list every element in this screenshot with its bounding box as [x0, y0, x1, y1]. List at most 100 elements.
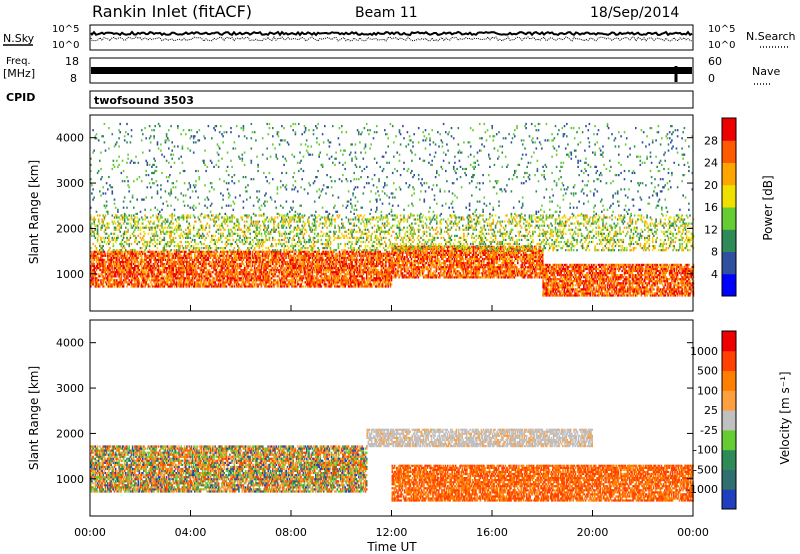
range-gate-cell: [352, 264, 354, 268]
range-gate-cell: [174, 273, 177, 276]
range-gate-cell: [182, 254, 185, 257]
range-gate-cell: [148, 258, 151, 261]
range-gate-cell: [113, 260, 116, 264]
range-gate-cell: [518, 255, 520, 259]
range-gate-cell: [209, 281, 212, 284]
range-gate-cell: [398, 245, 400, 248]
range-gate-cell: [225, 262, 228, 266]
range-gate-cell: [475, 257, 477, 261]
range-gate-cell: [503, 266, 505, 269]
range-gate-cell: [102, 271, 104, 274]
range-gate-cell: [114, 271, 117, 274]
range-gate-cell: [463, 268, 466, 271]
range-gate-cell: [428, 255, 431, 259]
range-gate-cell: [348, 277, 351, 280]
range-gate-cell: [335, 269, 337, 272]
range-gate-cell: [481, 249, 484, 252]
range-gate-cell: [307, 271, 309, 274]
range-gate-cell: [133, 256, 135, 259]
range-gate-cell: [394, 264, 397, 267]
range-gate-cell: [247, 262, 249, 266]
range-gate-cell: [391, 249, 394, 252]
range-gate-cell: [318, 262, 320, 266]
range-gate-cell: [227, 273, 230, 276]
range-gate-cell: [449, 268, 451, 271]
range-gate-cell: [114, 250, 117, 253]
range-gate-cell: [111, 258, 114, 261]
range-gate-cell: [377, 279, 379, 282]
range-gate-cell: [240, 279, 242, 282]
range-gate-cell: [419, 262, 422, 265]
range-gate-cell: [480, 264, 483, 267]
range-gate-cell: [474, 272, 476, 275]
range-gate-cell: [92, 254, 94, 257]
range-gate-cell: [284, 254, 287, 257]
range-gate-cell: [491, 272, 493, 275]
range-gate-cell: [328, 258, 331, 261]
range-gate-cell: [351, 254, 353, 257]
range-gate-cell: [284, 267, 287, 270]
range-gate-cell: [145, 281, 147, 284]
range-gate-cell: [359, 262, 361, 266]
range-gate-cell: [304, 275, 307, 278]
range-gate-cell: [455, 276, 458, 279]
range-gate-cell: [501, 255, 503, 259]
range-gate-cell: [203, 250, 205, 253]
range-gate-cell: [346, 273, 349, 276]
range-gate-cell: [180, 267, 182, 270]
range-gate-cell: [350, 267, 352, 270]
range-gate-cell: [102, 275, 104, 278]
range-gate-cell: [361, 260, 363, 264]
range-gate-cell: [276, 250, 279, 253]
range-gate-cell: [289, 262, 291, 266]
range-gate-cell: [230, 271, 232, 274]
range-gate-cell: [437, 276, 440, 279]
range-gate-cell: [424, 264, 426, 267]
range-gate-cell: [472, 262, 475, 265]
range-gate-cell: [279, 267, 282, 270]
range-gate-cell: [248, 279, 250, 282]
range-gate-cell: [134, 277, 136, 280]
range-gate-cell: [243, 256, 246, 259]
range-gate-cell: [333, 262, 335, 266]
range-gate-cell: [113, 283, 116, 286]
range-gate-cell: [310, 254, 313, 257]
range-gate-cell: [511, 260, 513, 263]
range-gate-cell: [360, 281, 362, 284]
range-gate-cell: [180, 256, 182, 259]
range-gate-cell: [332, 281, 334, 284]
range-gate-cell: [175, 285, 178, 288]
range-gate-cell: [493, 276, 495, 279]
range-gate-cell: [435, 260, 438, 263]
range-gate-cell: [307, 283, 309, 286]
range-gate-cell: [227, 262, 230, 266]
range-gate-cell: [459, 249, 461, 252]
range-gate-cell: [160, 250, 162, 253]
range-gate-cell: [493, 253, 495, 256]
range-gate-cell: [403, 266, 406, 269]
range-gate-cell: [501, 272, 503, 275]
range-gate-cell: [305, 267, 308, 270]
range-gate-cell: [406, 262, 408, 265]
range-gate-cell: [486, 255, 489, 259]
range-gate-cell: [452, 272, 455, 275]
range-gate-cell: [483, 251, 485, 254]
range-gate-cell: [345, 279, 348, 282]
range-gate-cell: [389, 275, 392, 278]
range-gate-cell: [111, 250, 114, 253]
range-gate-cell: [355, 267, 358, 270]
range-gate-cell: [173, 264, 176, 268]
range-gate-cell: [327, 275, 329, 278]
range-gate-cell: [163, 281, 166, 284]
range-gate-cell: [189, 256, 192, 259]
range-gate-cell: [341, 267, 343, 270]
range-gate-cell: [222, 273, 224, 276]
range-gate-cell: [371, 285, 374, 288]
range-gate-cell: [229, 264, 231, 268]
range-gate-cell: [214, 260, 216, 264]
range-gate-cell: [470, 264, 473, 267]
range-gate-cell: [492, 257, 494, 261]
range-gate-cell: [169, 273, 171, 276]
range-gate-cell: [116, 279, 118, 282]
range-gate-cell: [112, 283, 115, 286]
